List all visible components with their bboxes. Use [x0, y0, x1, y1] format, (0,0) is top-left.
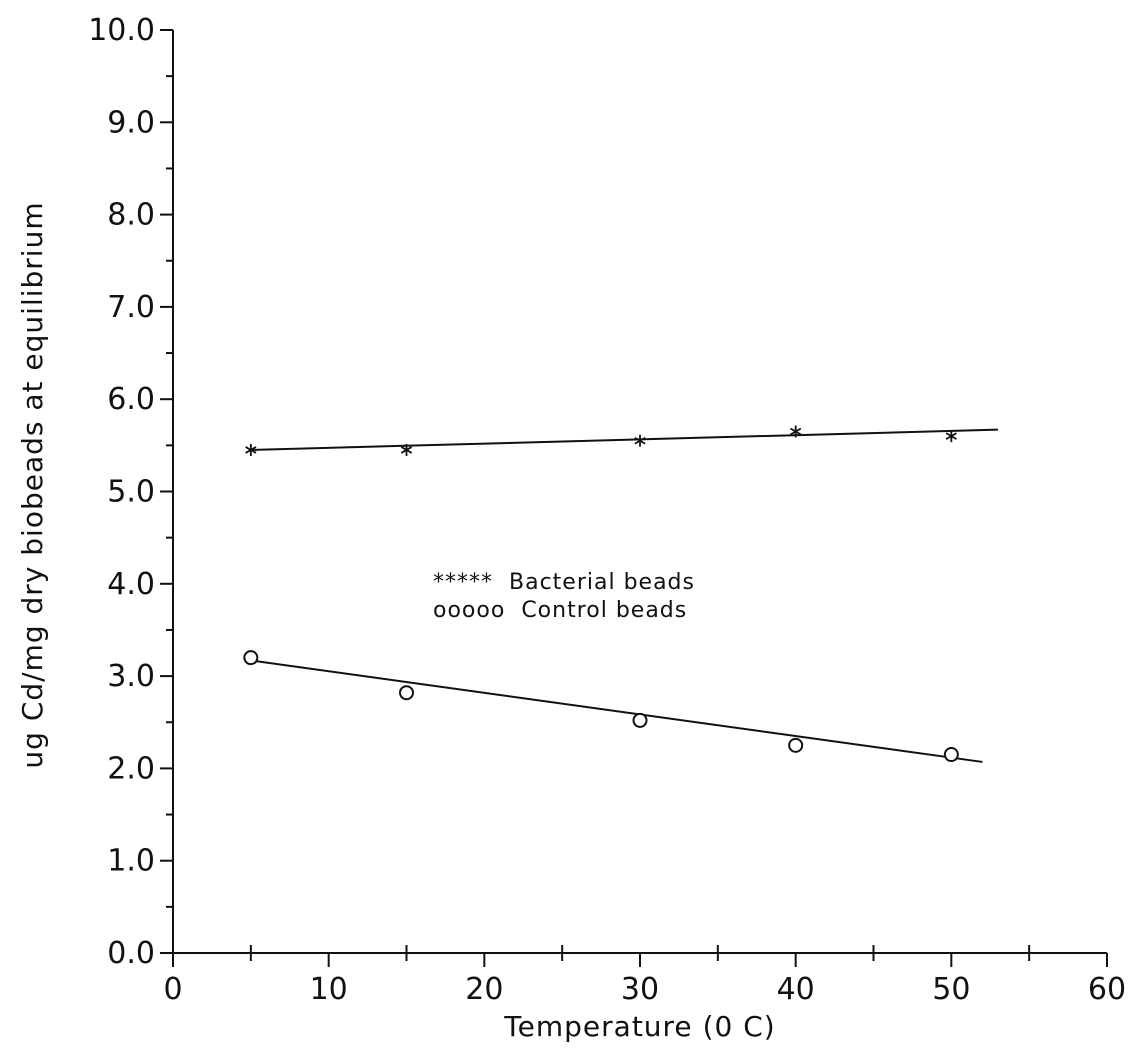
- y-tick-label: 4.0: [107, 567, 155, 602]
- x-tick-label: 20: [465, 972, 503, 1007]
- control-point: [632, 712, 648, 728]
- y-tick-label: 3.0: [107, 659, 155, 694]
- bacterial-point: [634, 434, 646, 447]
- bacterial-point: [400, 443, 413, 456]
- y-tick-label: 1.0: [107, 844, 155, 879]
- legend-label-control: Control beads: [521, 598, 687, 623]
- legend-marker-bacterial: *****: [433, 570, 493, 595]
- y-tick-label: 8.0: [107, 198, 155, 233]
- y-tick-label: 2.0: [107, 751, 155, 786]
- x-tick-label: 10: [310, 972, 348, 1007]
- y-tick-label: 7.0: [107, 290, 155, 325]
- control-point: [399, 685, 414, 701]
- bacterial-point: [790, 425, 802, 438]
- legend-marker-control: ooooo: [433, 598, 505, 623]
- legend-label-bacterial: Bacterial beads: [509, 570, 695, 595]
- control-point: [788, 737, 804, 753]
- x-tick-label: 60: [1088, 972, 1126, 1007]
- y-tick-label: 9.0: [107, 105, 155, 140]
- y-axis-title: ug Cd/mg dry biobeads at equilibrium: [16, 201, 49, 768]
- y-tick-label: 6.0: [107, 382, 155, 417]
- x-tick-label: 0: [163, 972, 182, 1007]
- legend-entry-bacterial: ***** Bacterial beads: [433, 570, 695, 595]
- ticks: 0.0 1.0 2.0 3.0 4.0 5.0 6.0 7.0 8.0 9.0 10.0 0 10 20 3…: [88, 13, 1126, 1007]
- x-tick-label: 40: [777, 972, 815, 1007]
- control-point: [243, 650, 259, 666]
- bacterial-point: [945, 430, 957, 443]
- y-tick-label: 10.0: [88, 13, 155, 48]
- x-axis-title: Temperature (0 C): [503, 1010, 775, 1043]
- y-tick-label: 0.0: [107, 936, 155, 971]
- data-points: [243, 425, 959, 763]
- fit-lines: [250, 428, 999, 763]
- x-tick-label: 50: [932, 972, 970, 1007]
- x-tick-label: 30: [621, 972, 659, 1007]
- bacterial-fit-line: [250, 428, 999, 451]
- control-point: [943, 747, 959, 763]
- legend: ***** Bacterial beads ooooo Control bead…: [433, 570, 695, 623]
- axes: [160, 29, 1107, 954]
- legend-entry-control: ooooo Control beads: [433, 598, 687, 623]
- y-tick-label: 5.0: [107, 475, 155, 510]
- control-fit-line: [250, 659, 983, 763]
- bacterial-point: [245, 443, 257, 456]
